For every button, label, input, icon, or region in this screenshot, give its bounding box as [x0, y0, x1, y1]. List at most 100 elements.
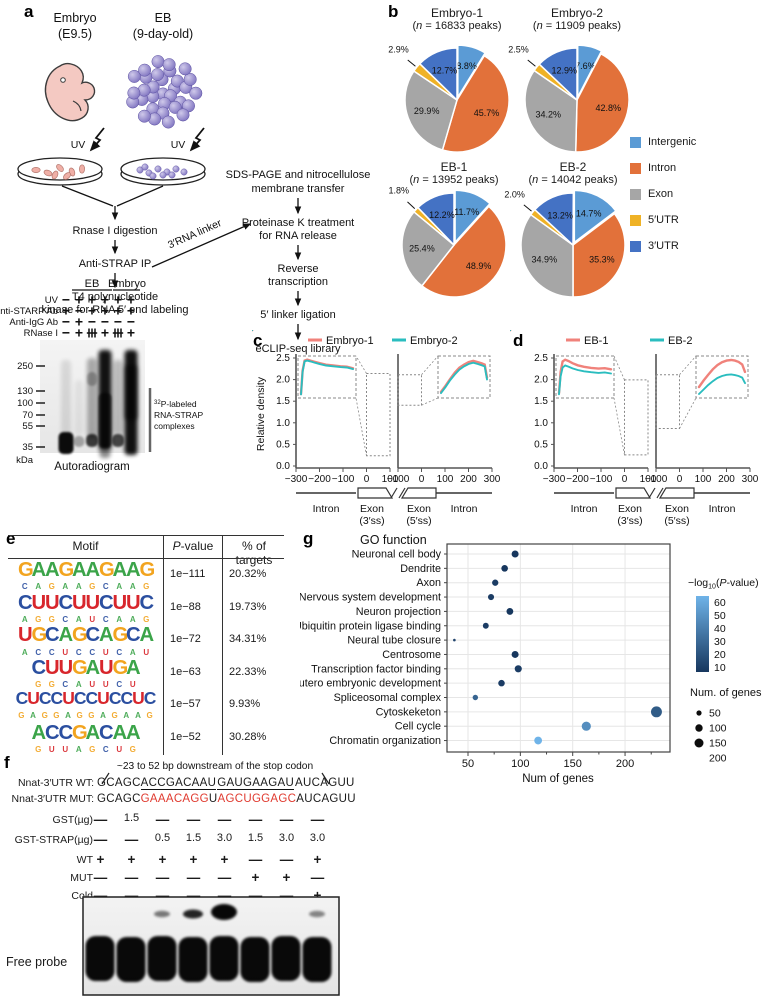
go-category-label: Neuronal cell body [352, 549, 442, 561]
span-shape: A [129, 582, 136, 592]
circle-shape [136, 166, 144, 174]
minus-symbol: — [93, 812, 108, 827]
i-shape: n [413, 174, 420, 186]
panel-e-label: e [6, 529, 16, 548]
pie-leader-line [523, 204, 532, 212]
span-shape: C [102, 614, 109, 624]
span-shape: A [126, 722, 141, 744]
pie-Embryo-2: 7.6% 42.8% 34.2% 2.5% 12.9% [508, 44, 630, 153]
region-label-5ss: (5′ss) [406, 515, 431, 527]
span-shape: C [58, 591, 74, 614]
region-label-3ss: (3′ss) [359, 515, 384, 527]
motif-pvalue: 1e−72 [170, 633, 201, 646]
span-shape: G [72, 656, 88, 679]
bracket-slash-icon [101, 772, 110, 785]
pie-value-label: 14.7% [576, 208, 602, 218]
circle-shape [172, 165, 180, 173]
dose-value: 1.5 [185, 832, 202, 844]
plus-symbol: + [101, 303, 109, 319]
plus-symbol: + [220, 852, 229, 867]
pie-value-label: 25.4% [409, 243, 435, 253]
rect-shape [87, 358, 97, 438]
x-tick-label: −100 [332, 474, 355, 485]
legend-item-Intergenic: Intergenic [630, 136, 696, 148]
line-shape [648, 487, 656, 499]
circle-shape [151, 55, 165, 69]
line-shape [390, 487, 398, 499]
pie-value-label: 48.9% [466, 261, 492, 271]
circle-shape [189, 86, 203, 100]
x-tick-label: −200 [566, 474, 589, 485]
size-legend-label: 150 [709, 738, 727, 750]
plus-symbol: + [313, 888, 322, 903]
step-right-3: 5′ linker ligation [260, 309, 335, 321]
pie-value-label: 12.7% [432, 65, 458, 75]
motif-main-row: ACCGACAA [10, 722, 161, 744]
line-shape [61, 185, 114, 207]
region-label-intron: Intron [451, 503, 478, 515]
plus-symbol: + [88, 303, 96, 319]
plus-symbol: + [158, 852, 167, 867]
plus-symbol: + [88, 292, 96, 308]
span-shape: G [58, 559, 75, 581]
rect-shape [99, 448, 111, 458]
span-shape: U [129, 680, 136, 690]
y-axis-label: Relative density [255, 376, 267, 451]
x-tick-label: 0 [364, 474, 370, 485]
step-t4-pnk: kinase for RNA 5′ end labeling [42, 304, 189, 316]
zoom-region-box [366, 372, 391, 457]
span-shape: C [31, 656, 47, 679]
pie-value-label: 13.2% [547, 210, 573, 220]
span-shape: A [100, 710, 106, 720]
sequence-text: GCAGCACCGACAAUGAUGAAGAUAUCAGUU [97, 777, 355, 790]
shifted-band [154, 910, 170, 918]
motif-main-row: CUCCUCCUCCUC [10, 690, 161, 707]
pie-leader-line [407, 201, 416, 209]
span-shape: A [135, 710, 141, 720]
span-shape: G [88, 710, 95, 720]
span-shape: A [85, 656, 101, 679]
exon-box-icon [357, 487, 394, 499]
emsa-gel-svg [82, 896, 340, 996]
y-tick-label: 1.0 [534, 418, 548, 429]
span-shape: C [62, 680, 69, 690]
line-shape [679, 355, 697, 376]
span-shape: A [85, 559, 101, 581]
dose-value: 3.0 [216, 832, 233, 844]
sequence-label: Nnat-3′UTR WT: [17, 777, 94, 789]
span-shape: A [85, 722, 101, 744]
x-tick-label: 200 [616, 758, 634, 770]
span-shape: A [116, 582, 123, 592]
tspan-shape: -value) [726, 577, 758, 589]
motif-pct: 34.31% [229, 633, 267, 646]
span-shape: A [75, 680, 82, 690]
dose-row-label: WT [76, 854, 93, 866]
colorbar-tick-label: 40 [714, 623, 726, 635]
pie-value-label: 2.9% [388, 44, 409, 54]
panel-g-label: g [303, 529, 314, 548]
span-shape: G [48, 680, 55, 690]
minus-symbol: − [75, 303, 83, 319]
span-shape: G [99, 559, 115, 581]
group-eb: EB [85, 278, 100, 290]
plus-symbol: + [127, 852, 136, 867]
span-shape: A [21, 614, 28, 624]
span-shape: AGCUGGAGC [217, 793, 297, 805]
mw-marker: 100 [17, 398, 33, 409]
pie-slice-Intergenic [576, 44, 603, 98]
span-shape: C [45, 624, 60, 647]
group-embryo: Embryo [108, 278, 146, 290]
line-shape [116, 185, 164, 207]
panel-d-label: d [513, 331, 524, 350]
dose-value: 0.5 [154, 832, 171, 844]
pie-title: EB-1 [440, 160, 468, 174]
minus-symbol: — [155, 812, 170, 827]
span-shape: A [75, 745, 82, 755]
pie-value-label: 8.8% [456, 61, 477, 71]
span-shape: C [126, 624, 141, 647]
span-shape: A [126, 559, 141, 581]
span-shape: C [89, 647, 96, 657]
span-shape: ACCGACAAU [140, 777, 217, 790]
span-shape: U [89, 680, 96, 690]
region-label-exon: Exon [407, 503, 431, 515]
